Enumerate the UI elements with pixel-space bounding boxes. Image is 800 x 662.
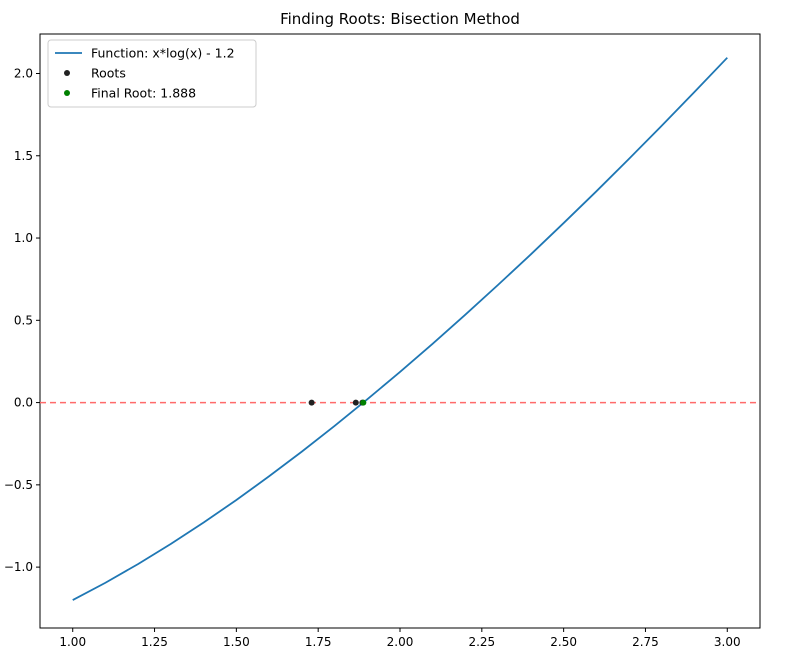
y-tick-label: 2.0 [14,66,33,80]
y-tick-label: 0.0 [14,396,33,410]
x-tick-label: 1.00 [59,635,86,649]
final-root-point [360,399,367,406]
root-point [308,399,315,406]
y-tick-label: 1.5 [14,149,33,163]
legend: Function: x*log(x) - 1.2 Roots Final Root:… [47,39,257,108]
chart-title: Finding Roots: Bisection Method [280,10,520,28]
x-tick-label: 1.50 [223,635,250,649]
y-tick-label: 1.0 [14,231,33,245]
legend-marker-swatch [64,90,70,96]
y-tick-label: 0.5 [14,313,33,327]
plot-area: 1.00 1.25 1.50 1.75 2.00 2.25 2.50 2.75 3.00 −1.0… [4,33,761,649]
x-tick-label: 1.25 [141,635,168,649]
x-tick-label: 2.75 [632,635,659,649]
legend-label: Roots [91,66,126,81]
x-tick-label: 2.00 [387,635,414,649]
x-tick-label: 3.00 [714,635,741,649]
root-point [352,399,359,406]
y-tick-label: −1.0 [4,560,33,574]
legend-marker-swatch [64,70,70,76]
function-line [72,57,728,601]
x-tick-label: 1.75 [305,635,332,649]
legend-box [47,39,257,108]
legend-label: Function: x*log(x) - 1.2 [91,46,235,61]
axes-frame [39,33,761,629]
y-tick-label: −0.5 [4,478,33,492]
x-tick-label: 2.50 [550,635,577,649]
legend-label: Final Root: 1.888 [91,86,196,101]
x-tick-label: 2.25 [468,635,495,649]
